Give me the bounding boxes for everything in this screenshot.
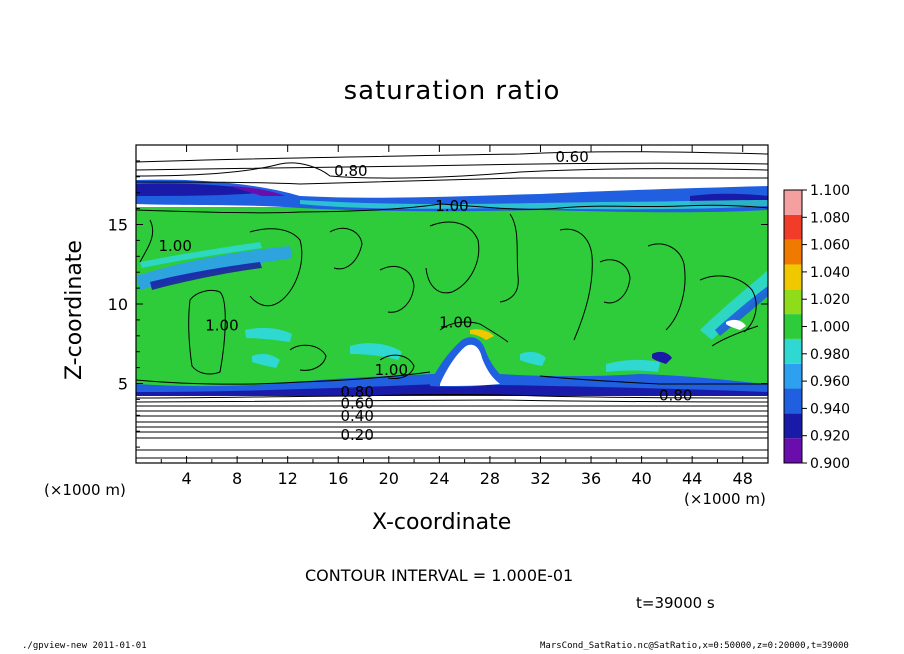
x-axis-label: X-coordinate: [372, 510, 512, 535]
contour-line: [559, 228, 593, 341]
contour-line: [329, 228, 363, 270]
contour-line: [139, 219, 154, 263]
contour-label: 1.00: [439, 313, 472, 331]
colorbar-label: 0.920: [810, 429, 850, 445]
colorbar-label: 1.040: [810, 265, 850, 281]
x-tick-label: 24: [429, 469, 449, 488]
contour-line: [599, 259, 631, 304]
colorbar-segment: [784, 214, 802, 240]
colorbar-segment: [784, 314, 802, 339]
y-axis: 5 10 15: [108, 160, 768, 448]
contour-label: 0.80: [659, 386, 692, 404]
y-tick-label: 5: [118, 375, 128, 394]
time-label: t=39000 s: [636, 594, 715, 612]
x-tick-label: 12: [278, 469, 298, 488]
x-tick-label: 48: [733, 469, 753, 488]
x-tick-label: 36: [581, 469, 601, 488]
contour-label: 1.00: [375, 361, 408, 379]
contour-label: 0.20: [340, 426, 373, 444]
contour-line: [699, 275, 757, 333]
colorbar-segment: [784, 438, 802, 463]
colorbar-segment: [784, 239, 802, 265]
contour-line: [249, 228, 303, 307]
contour-label: 1.00: [435, 197, 468, 215]
footer-left: ./gpview-new 2011-01-01: [22, 641, 147, 651]
contour-label: 0.80: [334, 162, 367, 180]
contour-line: [647, 243, 686, 331]
y-tick-label: 15: [108, 216, 128, 235]
contour-line: [379, 354, 415, 379]
colorbar: 0.900 0.920 0.940 0.960 0.980 1.000 1.020 1.040…: [783, 183, 850, 472]
x-tick-label: 40: [631, 469, 651, 488]
x-tick-label: 8: [232, 469, 242, 488]
contour-label: 1.00: [158, 237, 191, 255]
contour-label: 0.40: [340, 407, 373, 425]
contour-line: [499, 213, 519, 303]
y-axis-label: Z-coordinate: [62, 240, 87, 380]
contour-line: [439, 321, 509, 343]
contour-line: [136, 177, 768, 185]
x-tick-label: 32: [530, 469, 550, 488]
colorbar-segment: [784, 363, 802, 389]
contour-label: 0.80: [340, 383, 373, 401]
colorbar-segment: [784, 190, 802, 215]
colorbar-label: 1.100: [810, 183, 850, 199]
contour-labels: 0.600.801.001.001.00 1.001.000.80 0.800.60…: [158, 148, 692, 444]
contour-label: 1.00: [205, 316, 238, 334]
contour-line: [379, 266, 415, 313]
colorbar-label: 0.940: [810, 401, 850, 417]
contour-lines: [136, 151, 768, 459]
contour-label: 0.60: [555, 148, 588, 166]
x-tick-label: 44: [682, 469, 702, 488]
contour-line: [136, 162, 768, 179]
x-tick-label: 28: [480, 469, 500, 488]
footer-right: MarsCond_SatRatio.nc@SatRatio,x=0:50000,…: [540, 641, 849, 651]
colorbar-segment: [784, 264, 802, 290]
contour-line: [289, 344, 327, 371]
contour-line: [188, 289, 226, 375]
x-axis-unit-label: (×1000 m): [684, 490, 766, 508]
contour-line: [539, 375, 768, 385]
contour-line: [136, 203, 768, 214]
colorbar-label: 0.900: [810, 456, 850, 472]
colorbar-segment: [784, 289, 802, 315]
x-tick-label: 16: [328, 469, 348, 488]
colorbar-label: 1.020: [810, 292, 850, 308]
contour-line: [136, 162, 768, 171]
x-axis: 4 8 12 16 20 24 28 32 36 40 44 48: [160, 145, 753, 488]
contour-line: [136, 371, 431, 385]
contour-line: [711, 325, 759, 347]
x-tick-label: 20: [379, 469, 399, 488]
chart-title: saturation ratio: [343, 76, 561, 106]
colorbar-segment: [784, 413, 802, 439]
contour-line: [136, 399, 768, 403]
contour-line: [136, 394, 768, 399]
contour-interval-label: CONTOUR INTERVAL = 1.000E-01: [305, 566, 574, 585]
contour-line: [425, 221, 480, 294]
field-lower-dry-region: [136, 396, 768, 463]
y-axis-unit-label: (×1000 m): [44, 481, 126, 499]
colorbar-segment: [784, 338, 802, 364]
x-tick-label: 4: [181, 469, 191, 488]
field-central-plume: [440, 344, 500, 386]
colorbar-segment: [784, 388, 802, 414]
contour-label: 0.60: [340, 394, 373, 412]
y-tick-label: 10: [108, 295, 128, 314]
colorbar-label: 1.060: [810, 238, 850, 254]
colorbar-label: 1.000: [810, 320, 850, 336]
colorbar-label: 0.980: [810, 347, 850, 363]
saturation-field: [136, 145, 768, 463]
contour-line: [136, 151, 768, 163]
colorbar-label: 1.080: [810, 210, 850, 226]
colorbar-label: 0.960: [810, 374, 850, 390]
